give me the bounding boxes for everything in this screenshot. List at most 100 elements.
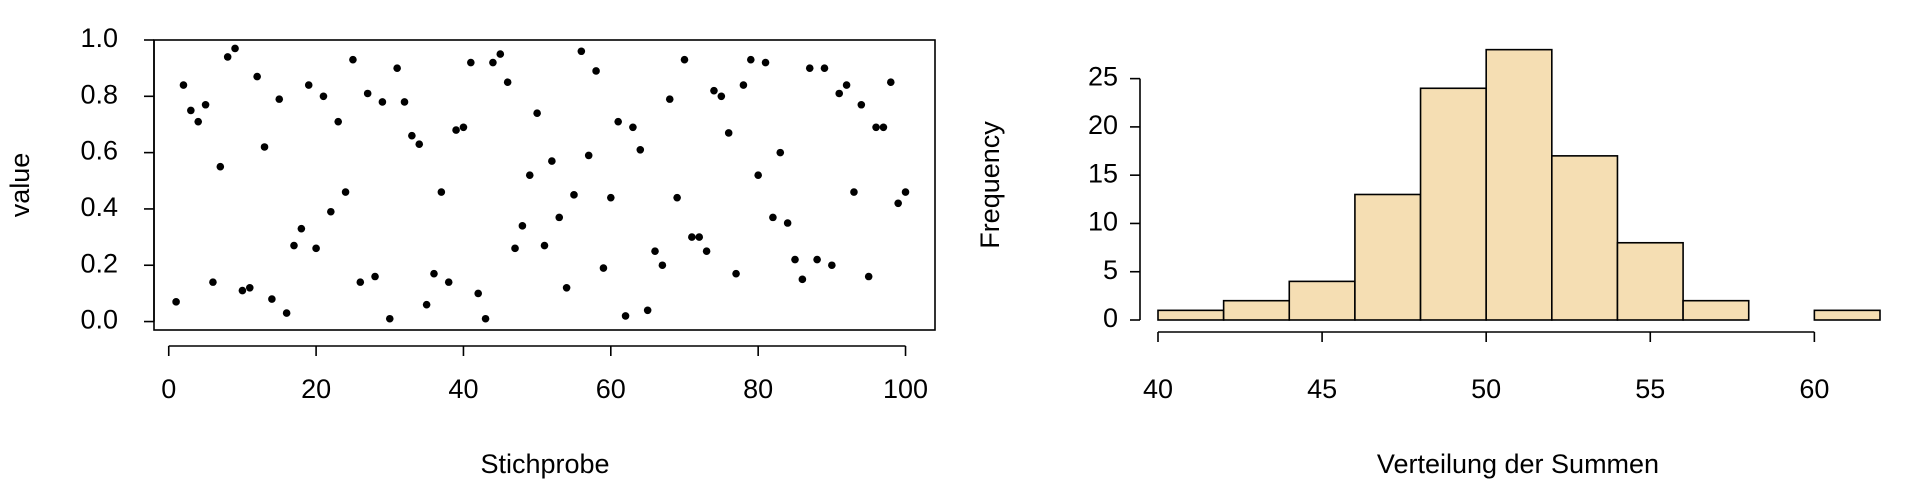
histogram-y-axis-label: Frequency — [975, 121, 1005, 249]
histogram-bar — [1354, 193, 1422, 321]
scatter-point — [570, 191, 578, 199]
scatter-point — [238, 286, 247, 295]
scatter-point — [776, 148, 785, 157]
scatter-point — [614, 117, 622, 126]
scatter-point — [253, 72, 261, 81]
histogram-x-tick-label: 40 — [1143, 374, 1173, 404]
histogram-bar — [1419, 87, 1487, 321]
scatter-point — [467, 58, 475, 67]
histogram-x-axis-label: Verteilung der Summen — [1377, 449, 1659, 479]
scatter-y-tick-label: 0.4 — [80, 192, 118, 222]
scatter-point — [813, 255, 821, 264]
scatter-point — [334, 117, 342, 126]
scatter-point — [260, 143, 269, 151]
scatter-point — [629, 123, 637, 132]
scatter-y-tick-label: 0.6 — [80, 136, 118, 166]
histogram-y-tick-label: 25 — [1088, 62, 1118, 92]
histogram-y-tick-label: 20 — [1088, 110, 1118, 140]
scatter-point — [842, 81, 851, 89]
scatter-y-tick-label: 1.0 — [80, 23, 118, 53]
histogram-bar — [1157, 309, 1225, 321]
scatter-point — [481, 314, 490, 323]
scatter-point — [636, 146, 645, 154]
scatter-point — [688, 233, 696, 241]
scatter-point — [430, 269, 438, 278]
scatter-point — [894, 199, 902, 208]
scatter-point — [172, 298, 180, 306]
scatter-point — [805, 64, 814, 72]
scatter-point — [592, 67, 600, 75]
scatter-x-tick-label: 20 — [301, 374, 331, 404]
scatter-point — [791, 255, 799, 264]
scatter-point — [231, 44, 239, 53]
scatter-point — [223, 53, 232, 61]
scatter-point — [518, 222, 527, 230]
scatter-point — [400, 98, 409, 106]
scatter-x-tick-label: 80 — [743, 374, 773, 404]
scatter-point — [754, 171, 762, 179]
scatter-x-axis-label: Stichprobe — [480, 449, 609, 479]
scatter-point — [717, 92, 726, 101]
histogram-x-tick-label: 60 — [1799, 374, 1829, 404]
scatter-point — [275, 95, 284, 103]
scatter-point — [437, 188, 446, 196]
scatter-y-tick-label: 0.2 — [80, 248, 118, 278]
scatter-point — [548, 157, 556, 165]
scatter-point — [349, 55, 357, 64]
histogram-bar — [1616, 241, 1684, 321]
scatter-point — [886, 78, 895, 87]
scatter-point — [857, 100, 866, 109]
scatter-point — [378, 98, 387, 106]
scatter-point — [312, 244, 320, 253]
scatter-plot-box — [153, 39, 936, 331]
scatter-point — [872, 123, 880, 132]
histogram-x-tick-label: 55 — [1635, 374, 1665, 404]
scatter-point — [820, 64, 829, 72]
scatter-point — [290, 241, 298, 250]
scatter-point — [702, 247, 711, 255]
scatter-point — [341, 188, 350, 196]
histogram-bar — [1813, 309, 1881, 321]
scatter-point — [769, 213, 777, 222]
histogram-bar — [1551, 155, 1619, 321]
scatter-point — [658, 261, 667, 270]
scatter-point — [901, 188, 910, 196]
scatter-point — [607, 193, 615, 202]
scatter-point — [739, 81, 748, 89]
histogram-bar — [1222, 299, 1291, 321]
scatter-point — [710, 86, 718, 95]
scatter-point — [651, 247, 659, 255]
scatter-point — [850, 188, 858, 196]
scatter-point — [864, 272, 873, 281]
scatter-point — [879, 123, 888, 132]
scatter-point — [452, 126, 460, 134]
scatter-point — [761, 58, 770, 67]
scatter-x-tick-label: 100 — [883, 374, 928, 404]
scatter-point — [828, 261, 836, 270]
scatter-point — [408, 131, 416, 140]
scatter-point — [584, 151, 593, 160]
scatter-point — [282, 309, 291, 317]
scatter-point — [798, 275, 807, 284]
scatter-point — [385, 314, 394, 323]
histogram-bar — [1288, 280, 1356, 321]
scatter-point — [747, 55, 755, 64]
scatter-point — [216, 162, 225, 171]
scatter-point — [209, 278, 217, 286]
scatter-y-tick-label: 0.8 — [80, 79, 118, 109]
scatter-point — [577, 47, 586, 56]
scatter-point — [695, 233, 704, 241]
scatter-y-axis-label: value — [5, 153, 35, 218]
histogram-y-tick-label: 5 — [1103, 255, 1118, 285]
scatter-point — [599, 264, 608, 272]
scatter-y-tick-label: 0.0 — [80, 305, 118, 335]
histogram-bar — [1682, 299, 1750, 321]
scatter-point — [621, 312, 630, 320]
histogram-y-tick-label: 0 — [1103, 303, 1118, 333]
scatter-point — [562, 283, 571, 292]
scatter-point — [732, 269, 740, 278]
scatter-point — [371, 272, 379, 281]
scatter-point — [496, 50, 505, 58]
scatter-point — [393, 64, 401, 72]
